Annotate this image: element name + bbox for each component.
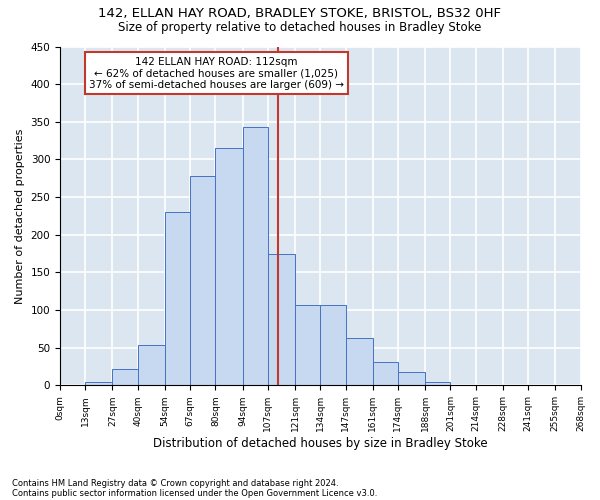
Text: Contains HM Land Registry data © Crown copyright and database right 2024.: Contains HM Land Registry data © Crown c… [12,478,338,488]
Bar [112,369,138,386]
X-axis label: Distribution of detached houses by size in Bradley Stoke: Distribution of detached houses by size … [153,437,488,450]
Y-axis label: Number of detached properties: Number of detached properties [15,128,25,304]
Bar [242,127,268,386]
Bar [320,305,346,386]
Bar [85,382,112,386]
Bar [398,372,425,386]
Text: Size of property relative to detached houses in Bradley Stoke: Size of property relative to detached ho… [118,21,482,34]
Bar [138,346,165,386]
Bar [190,176,215,386]
Text: 142, ELLAN HAY ROAD, BRADLEY STOKE, BRISTOL, BS32 0HF: 142, ELLAN HAY ROAD, BRADLEY STOKE, BRIS… [98,8,502,20]
Bar [425,382,451,386]
Bar [295,305,320,386]
Text: Contains public sector information licensed under the Open Government Licence v3: Contains public sector information licen… [12,488,377,498]
Bar [451,384,476,386]
Text: 142 ELLAN HAY ROAD: 112sqm
← 62% of detached houses are smaller (1,025)
37% of s: 142 ELLAN HAY ROAD: 112sqm ← 62% of deta… [89,56,344,90]
Bar [215,148,242,386]
Bar [165,212,190,386]
Bar [373,362,398,386]
Bar [346,338,373,386]
Bar [268,254,295,386]
